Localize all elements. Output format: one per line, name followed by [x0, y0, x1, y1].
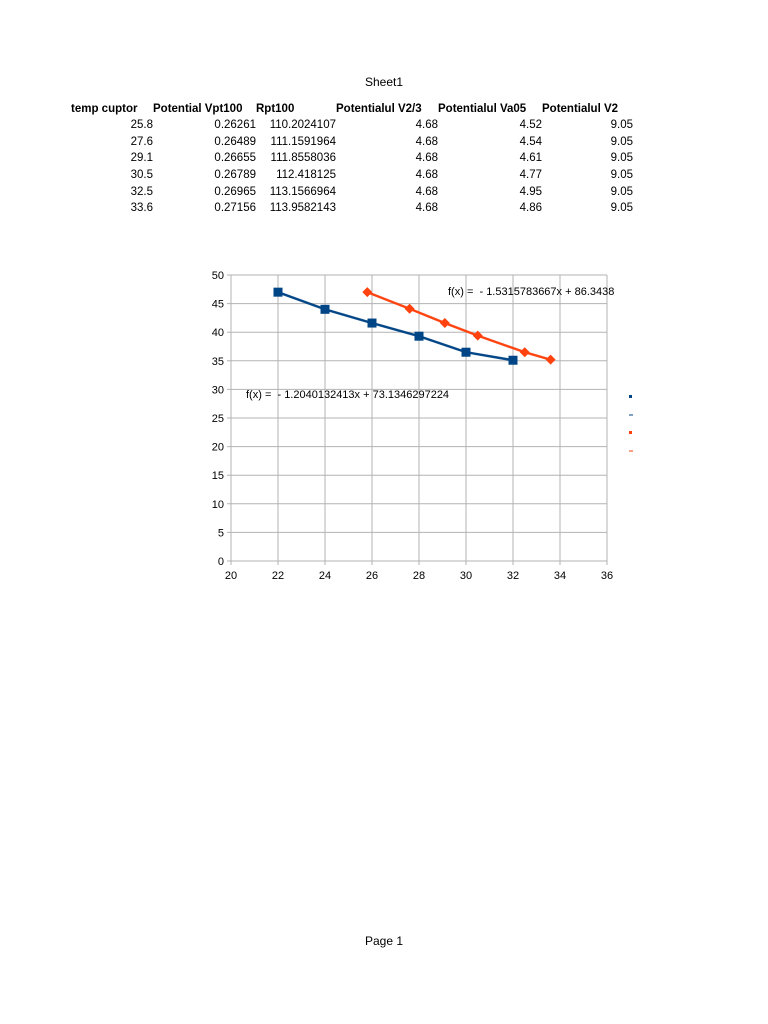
series-1-point: [362, 287, 373, 298]
table-cell: 9.05: [610, 152, 633, 165]
column-header-rpt100: Rpt100: [256, 102, 295, 115]
y-tick-label: 50: [212, 270, 224, 282]
table-cell: 4.68: [415, 119, 438, 132]
table-cell: 0.26789: [214, 169, 256, 182]
table-cell: 9.05: [610, 185, 633, 198]
series-1-line: [366, 290, 551, 361]
table-row: 25.8 0.26261 110.2024107 4.68 4.52 9.05: [71, 117, 633, 134]
x-tick-label: 24: [319, 570, 331, 582]
series-0-point: [508, 355, 518, 365]
series-1-point: [545, 354, 556, 365]
table-cell: 27.6: [130, 135, 153, 148]
column-header-potentialul-v23: Potentialul V2/3: [336, 102, 422, 115]
table-cell: 111.1591964: [270, 135, 336, 148]
table-cell: 0.27156: [214, 202, 256, 215]
series-0-point: [273, 287, 283, 297]
table-cell: 113.1566964: [269, 185, 336, 198]
legend-series-1-marker: [629, 431, 632, 434]
table-cell: 33.6: [130, 202, 153, 215]
table-cell: 112.418125: [276, 169, 336, 182]
x-tick-label: 30: [460, 570, 472, 582]
y-tick-label: 30: [212, 384, 224, 396]
table-cell: 4.68: [415, 185, 438, 198]
y-tick-label: 5: [218, 527, 224, 539]
y-tick-label: 20: [212, 442, 224, 454]
table-cell: 0.26965: [214, 185, 256, 198]
column-header-potential-vpt100: Potential Vpt100: [153, 102, 243, 115]
column-header-potentialul-va05: Potentialul Va05: [438, 102, 527, 115]
table-row: 29.1 0.26655 111.8558036 4.68 4.61 9.05: [71, 150, 633, 167]
series-1-point: [472, 330, 483, 341]
series-0-point: [461, 347, 471, 357]
table-cell: 4.68: [415, 152, 438, 165]
table-cell: 9.05: [610, 135, 633, 148]
table-cell: 4.77: [519, 169, 542, 182]
y-tick-label: 15: [212, 470, 224, 482]
series-0-point: [414, 331, 424, 341]
data-table: temp cuptor Potential Vpt100 Rpt100 Pote…: [71, 100, 633, 217]
column-header-temp-cuptor: temp cuptor: [71, 102, 138, 115]
table-cell: 9.05: [610, 202, 633, 215]
table-cell: 4.68: [415, 169, 438, 182]
table-header-row: temp cuptor Potential Vpt100 Rpt100 Pote…: [71, 100, 633, 117]
table-cell: 9.05: [610, 119, 633, 132]
table-cell: 110.2024107: [269, 119, 336, 132]
table-cell: 0.26261: [214, 119, 256, 132]
table-cell: 0.26489: [214, 135, 256, 148]
y-tick-label: 10: [212, 499, 224, 511]
table-cell: 4.52: [519, 119, 542, 132]
series-0-line: [277, 290, 514, 362]
y-tick-label: 45: [212, 299, 224, 311]
table-row: 32.5 0.26965 113.1566964 4.68 4.95 9.05: [71, 183, 633, 200]
table-cell: 9.05: [610, 169, 633, 182]
table-cell: 4.61: [519, 152, 542, 165]
table-cell: 30.5: [130, 169, 153, 182]
legend-series-0-marker: [629, 395, 632, 398]
table-cell: 4.86: [519, 202, 542, 215]
table-cell: 25.8: [130, 119, 153, 132]
table-cell: 111.8558036: [270, 152, 336, 165]
trendline-equation-orange: f(x) = - 1.5315783667x + 86.3438: [448, 286, 614, 298]
table-cell: 29.1: [130, 152, 153, 165]
x-tick-label: 22: [272, 570, 284, 582]
table-cell: 0.26655: [214, 152, 256, 165]
series-1-point: [439, 318, 450, 329]
trendline-equation-blue: f(x) = - 1.2040132413x + 73.1346297224: [246, 389, 449, 401]
y-tick-label: 25: [212, 413, 224, 425]
y-tick-label: 35: [212, 356, 224, 368]
x-tick-label: 28: [413, 570, 425, 582]
x-tick-label: 34: [554, 570, 566, 582]
table-cell: 113.9582143: [269, 202, 336, 215]
table-cell: 4.68: [415, 135, 438, 148]
table-cell: 32.5: [130, 185, 153, 198]
page-footer: Page 1: [364, 934, 404, 948]
table-row: 30.5 0.26789 112.418125 4.68 4.77 9.05: [71, 167, 633, 184]
table-cell: 4.95: [519, 185, 542, 198]
sheet-title: Sheet1: [364, 75, 404, 89]
series-1-point: [519, 347, 530, 358]
table-cell: 4.54: [519, 135, 542, 148]
x-tick-label: 32: [507, 570, 519, 582]
table-cell: 4.68: [415, 202, 438, 215]
x-tick-label: 20: [225, 570, 237, 582]
scatter-chart: 0 5 10 15 20 25 30 35 40 45 50 20 22 24 26 28 30 32 34 36 f(…: [212, 270, 633, 582]
series-0-point: [320, 304, 330, 314]
x-tick-label: 36: [601, 570, 613, 582]
y-tick-label: 40: [212, 327, 224, 339]
y-tick-label: 0: [218, 556, 224, 568]
series-1-point: [404, 303, 415, 314]
table-row: 27.6 0.26489 111.1591964 4.68 4.54 9.05: [71, 134, 633, 151]
table-body: 25.8 0.26261 110.2024107 4.68 4.52 9.05 27.6 0.…: [71, 117, 633, 217]
x-tick-label: 26: [366, 570, 378, 582]
table-row: 33.6 0.27156 113.9582143 4.68 4.86 9.05: [71, 200, 633, 217]
series-0-point: [367, 318, 377, 328]
column-header-potentialul-v2: Potentialul V2: [542, 102, 619, 115]
